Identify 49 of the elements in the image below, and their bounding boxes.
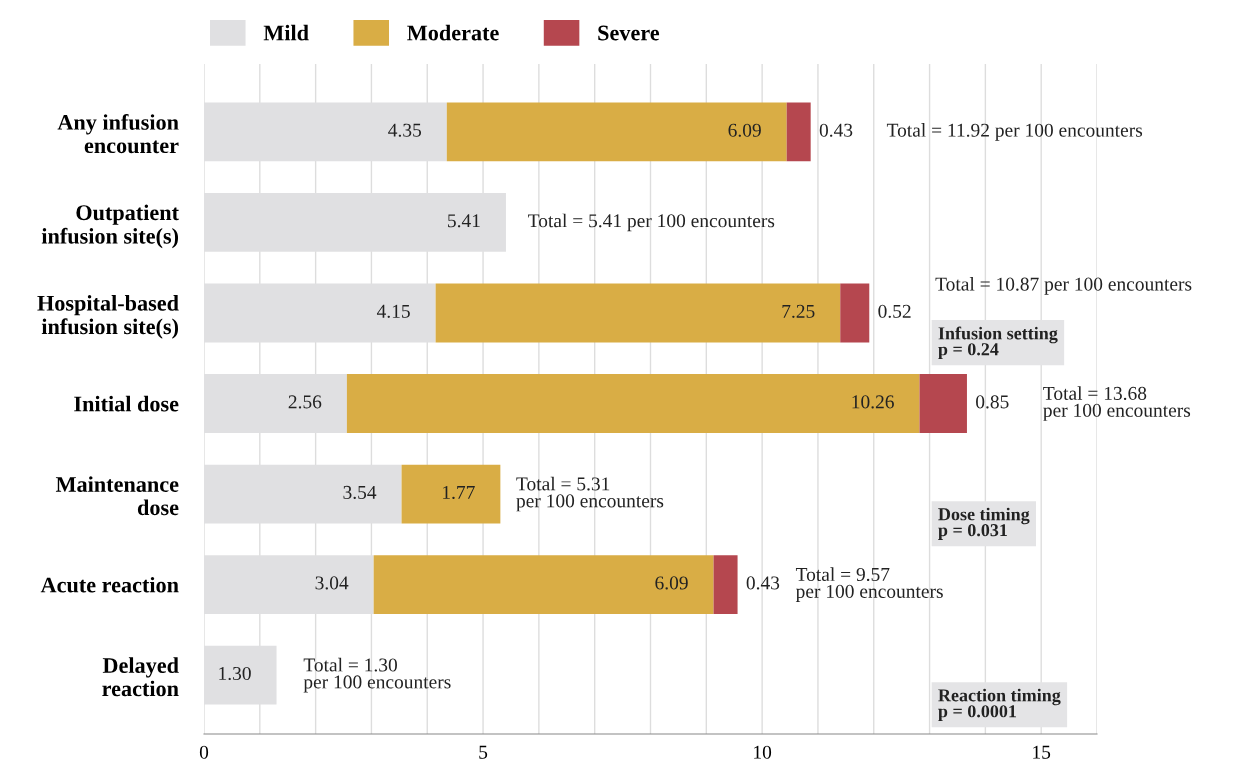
annotation: Total = 11.92 per 100 encounters bbox=[886, 123, 1143, 141]
data-label: 0.52 bbox=[878, 304, 911, 318]
bar bbox=[401, 464, 501, 524]
data-label: 7.25 bbox=[782, 304, 815, 318]
annotation: Total = 13.68 per 100 encounters bbox=[1043, 386, 1191, 421]
data-label: 4.35 bbox=[388, 123, 422, 137]
y-tick-label: Outpatient infusion site(s) bbox=[41, 204, 179, 249]
legend-label: Severe bbox=[598, 25, 660, 41]
data-label: 5.41 bbox=[448, 214, 480, 228]
annotation: Dose timing p = 0.031 bbox=[938, 507, 1030, 540]
bar bbox=[373, 555, 714, 615]
annotation: Total = 9.57 per 100 encounters bbox=[795, 567, 943, 602]
bar bbox=[435, 283, 841, 343]
data-label: 3.04 bbox=[315, 576, 349, 590]
data-label: 1.30 bbox=[219, 666, 251, 681]
annotation: Total = 5.41 per 100 encounters bbox=[528, 213, 775, 232]
data-label: 1.77 bbox=[443, 485, 475, 500]
y-tick-label: Initial dose bbox=[74, 395, 179, 412]
y-tick-label: Hospital-based infusion site(s) bbox=[37, 295, 179, 339]
annotation: Total = 1.30 per 100 encounters bbox=[303, 657, 451, 693]
data-label: 4.15 bbox=[376, 304, 410, 318]
y-tick-label: Any infusion encounter bbox=[57, 113, 179, 154]
data-label: 10.26 bbox=[852, 395, 894, 409]
data-label: 6.09 bbox=[728, 123, 761, 137]
y-tick-label: Maintenance dose bbox=[55, 476, 179, 516]
data-label: 0.43 bbox=[819, 123, 853, 137]
bar bbox=[919, 374, 967, 433]
bar bbox=[840, 283, 870, 343]
annotation: Infusion setting p = 0.24 bbox=[938, 326, 1058, 360]
x-tick-label: 5 bbox=[479, 745, 488, 759]
y-tick-label: Acute reaction bbox=[40, 576, 179, 593]
bar bbox=[713, 555, 738, 615]
y-tick-label: Delayed reaction bbox=[102, 657, 179, 697]
annotation: Total = 5.31 per 100 encounters bbox=[516, 476, 664, 512]
annotation: Total = 10.87 per 100 encounters bbox=[935, 277, 1192, 295]
bar bbox=[786, 102, 811, 162]
data-label: 6.09 bbox=[655, 576, 688, 590]
legend-label: Moderate bbox=[407, 24, 499, 41]
data-label: 2.56 bbox=[288, 395, 322, 409]
annotation: Reaction timing p = 0.0001 bbox=[938, 688, 1061, 721]
legend-label: Mild bbox=[263, 24, 309, 41]
bar bbox=[446, 102, 787, 162]
data-label: 0.43 bbox=[746, 576, 780, 590]
data-label: 3.54 bbox=[343, 485, 377, 500]
x-tick-label: 0 bbox=[199, 745, 209, 759]
data-label: 0.85 bbox=[976, 395, 1009, 409]
x-tick-label: 15 bbox=[1033, 745, 1051, 759]
x-tick-label: 10 bbox=[754, 745, 772, 759]
bar bbox=[346, 374, 920, 433]
